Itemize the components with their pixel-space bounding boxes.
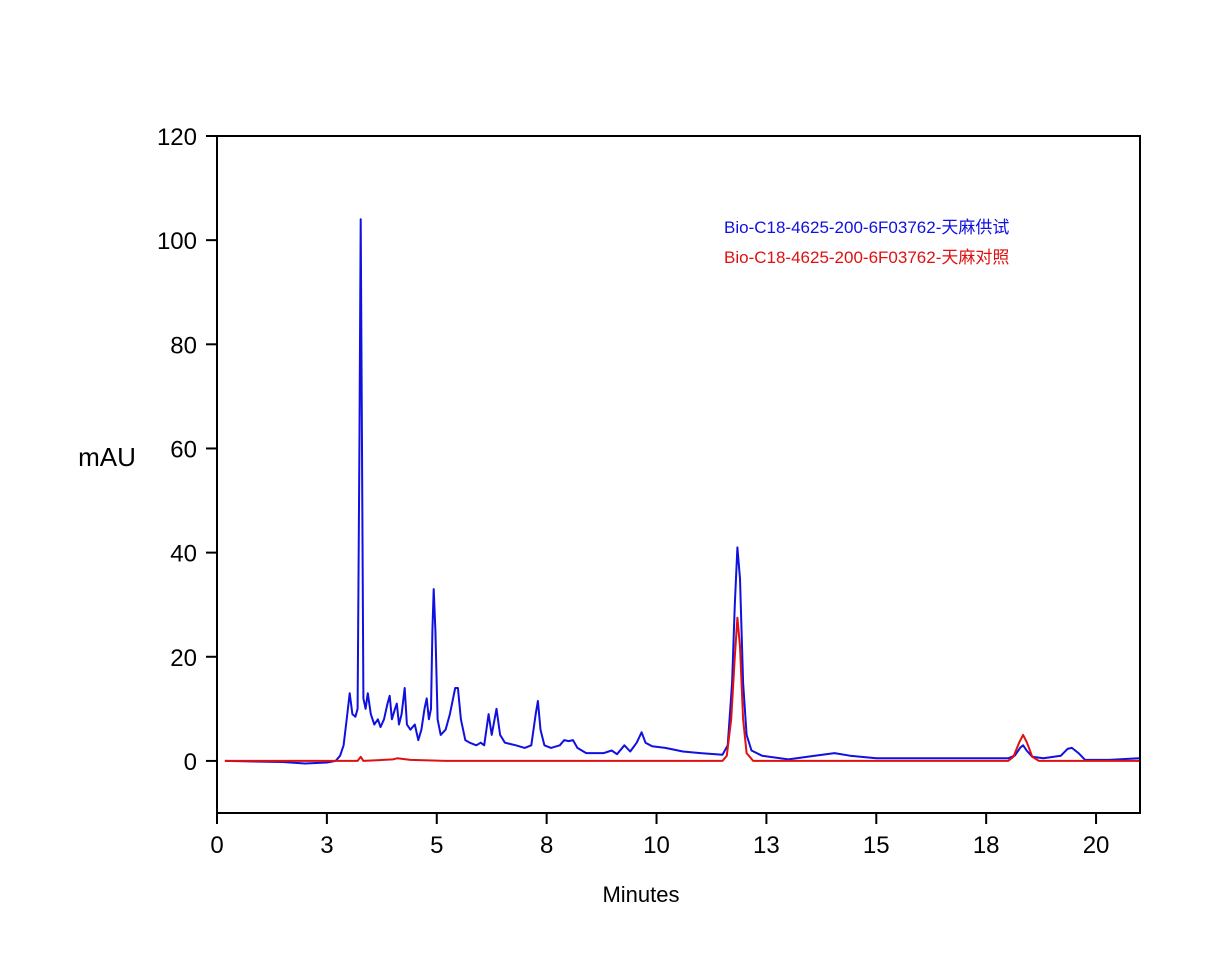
x-tick-label: 15: [863, 832, 890, 859]
legend-entry-reference: Bio-C18-4625-200-6F03762-天麻对照: [724, 248, 1009, 267]
y-axis: 0 20 40 60 80 100 120: [157, 124, 217, 776]
y-tick-label: 120: [157, 124, 197, 151]
y-tick-label: 0: [184, 749, 197, 776]
y-tick-label: 20: [170, 645, 197, 672]
x-tick-label: 20: [1083, 832, 1110, 859]
x-axis: 0 3 5 8 10 13 15 18 20: [210, 813, 1109, 859]
series-lines: [224, 218, 1140, 765]
x-tick-label: 3: [320, 832, 333, 859]
x-axis-label: Minutes: [602, 882, 679, 907]
x-tick-label: 13: [753, 832, 780, 859]
x-tick-label: 18: [973, 832, 1000, 859]
y-tick-label: 80: [170, 332, 197, 359]
y-tick-label: 100: [157, 228, 197, 255]
reference-trace: [224, 616, 1140, 762]
sample-trace: [224, 218, 1140, 765]
x-tick-label: 8: [540, 832, 553, 859]
plot-frame: [216, 135, 1141, 814]
y-tick-label: 60: [170, 436, 197, 463]
y-axis-label: mAU: [78, 442, 136, 472]
legend-entry-sample: Bio-C18-4625-200-6F03762-天麻供试: [724, 218, 1009, 237]
x-tick-label: 5: [430, 832, 443, 859]
x-tick-label: 0: [210, 832, 223, 859]
y-tick-label: 40: [170, 541, 197, 568]
x-tick-label: 10: [643, 832, 670, 859]
